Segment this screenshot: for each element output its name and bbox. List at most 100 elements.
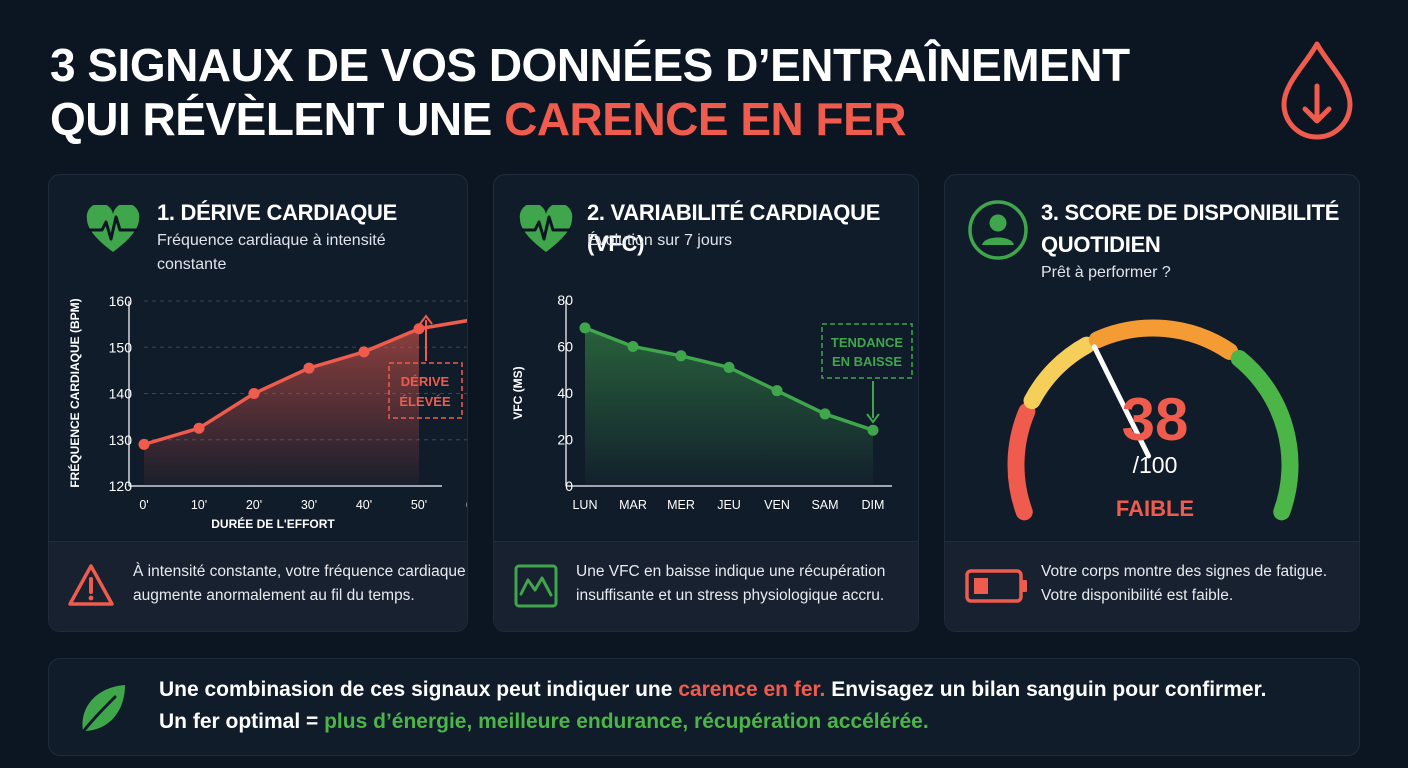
gauge-segment-orange [1088,319,1239,360]
data-point [723,361,735,373]
x-tick-label: 40' [356,498,372,512]
card-cardiac-drift: 1. DÉRIVE CARDIAQUE Fréquence cardiaque … [48,174,468,632]
y-tick-label: 0 [565,478,573,494]
conclusion-line1-suffix: Envisagez un bilan sanguin pour confirme… [825,678,1267,701]
area-fill [585,327,873,486]
footer-line1: Une VFC en baisse indique une récupérati… [576,563,886,580]
footer-line2: Votre disponibilité est faible. [1041,587,1234,604]
y-tick-label: 60 [557,339,573,355]
readiness-gauge: 38 /100 FAIBLE [1007,319,1299,521]
annotation-line1: TENDANCE [831,335,904,350]
gauge-needle [1091,344,1152,459]
data-point [303,362,315,374]
blood-drop-down-arrow-icon [1281,41,1353,140]
card-subtitle-line1: Prêt à performer ? [1041,264,1171,281]
card-footer: Une VFC en baisse indique une récupérati… [494,541,918,631]
annotation-arrowhead [419,314,433,325]
x-tick-label: 20' [246,498,262,512]
card-subtitle-line2: constante [157,256,227,273]
data-point [579,322,591,334]
conclusion-line2-accent: plus d’énergie, meilleure endurance, réc… [324,710,929,733]
area-fill [144,328,419,486]
x-tick-label: JEU [717,498,741,512]
card-title-line2: QUOTIDIEN [1041,232,1161,257]
trend-down-chart-icon [514,564,558,608]
footer-line2: augmente anormalement au fil du temps. [133,587,415,604]
gauge-label: FAIBLE [1116,496,1194,521]
x-tick-label: LUN [572,498,597,512]
annotation-box [388,362,463,419]
hrv-chart: 0 20 40 60 80 LUN MAR MER JEU VEN SAM DIM VFC (MS)… [511,292,913,512]
conclusion-line2-prefix: Un fer optimal = [159,710,325,733]
conclusion-line1-prefix: Une combinasion de ces signaux peut indi… [159,678,679,701]
x-tick-label: 60' [466,498,468,512]
conclusion-text: Une combinasion de ces signaux peut indi… [159,674,1266,738]
data-point [771,385,783,397]
gauge-segment-green [1230,350,1299,521]
card-title: 2. VARIABILITÉ CARDIAQUE (VFC) [587,200,881,256]
conclusion-line1: Une combinasion de ces signaux peut indi… [159,674,1266,706]
data-point [867,424,879,436]
data-point [138,438,150,450]
data-point [413,323,425,335]
y-tick-label: 160 [109,293,133,309]
x-tick-label: 0' [139,498,148,512]
card-title: 1. DÉRIVE CARDIAQUE [157,200,398,225]
gauge-segment-yellow [1023,336,1096,410]
low-battery-icon [965,569,1027,603]
data-point [675,350,687,362]
heart-ecg-icon [519,205,573,252]
data-point [819,408,831,420]
leaf-icon [77,685,125,739]
data-point [358,346,370,358]
footer-line1: À intensité constante, votre fréquence c… [133,563,466,580]
card-title-line1: 3. SCORE DE DISPONIBILITÉ [1041,200,1340,225]
gauge-value: 38 [1122,386,1189,453]
conclusion-line2: Un fer optimal = plus d’énergie, meilleu… [159,706,1266,738]
x-axis-label: DURÉE DE L'EFFORT [211,516,335,531]
page-title-accent: CARENCE EN FER [504,93,907,145]
page-title: 3 SIGNAUX DE VOS DONNÉES D’ENTRAÎNEMENT … [50,38,1130,146]
user-circle-icon [968,200,1028,260]
y-tick-label: 80 [557,292,573,308]
x-tick-label: SAM [811,498,838,512]
card-footer: À intensité constante, votre fréquence c… [49,541,467,631]
x-tick-label: MER [667,498,695,512]
y-tick-label: 150 [109,339,133,355]
card-subtitle-line1: Fréquence cardiaque à intensité [157,232,386,249]
y-axis-label: VFC (MS) [511,366,525,419]
annotation-line2: EN BAISSE [832,354,902,369]
gauge-max: /100 [1133,452,1178,478]
annotation-line1: DÉRIVE [401,374,450,389]
footer-line2: insuffisante et un stress physiologique … [576,587,885,604]
x-tick-label: 30' [301,498,317,512]
annotation-box [821,323,913,379]
annotation-arrowhead [866,413,880,424]
warning-triangle-icon [68,564,114,606]
page-title-line2: QUI RÉVÈLENT UNE CARENCE EN FER [50,92,1130,146]
x-tick-label: MAR [619,498,647,512]
data-point [248,388,260,399]
y-tick-label: 130 [109,432,133,448]
y-tick-label: 140 [109,386,133,402]
annotation-line2: ÉLEVÉE [399,394,451,409]
data-point [193,422,205,434]
cardiac-drift-chart: 120 130 140 150 160 0' 10' 20' 30' 40' 50' 60' FRÉ… [67,293,468,531]
card-footer: Votre corps montre des signes de fatigue… [945,541,1359,631]
y-axis-label: FRÉQUENCE CARDIAQUE (BPM) [67,298,82,487]
x-tick-label: 50' [411,498,427,512]
y-tick-label: 20 [557,432,573,448]
heart-ecg-icon [86,205,140,252]
x-tick-label: 10' [191,498,207,512]
x-tick-label: DIM [862,498,885,512]
conclusion-banner: Une combinasion de ces signaux peut indi… [48,658,1360,756]
gauge-segment-red [1007,402,1036,521]
page-title-line2-prefix: QUI RÉVÈLENT UNE [50,93,505,145]
y-tick-label: 120 [109,478,133,494]
page-title-line1: 3 SIGNAUX DE VOS DONNÉES D’ENTRAÎNEMENT [50,39,1130,91]
card-readiness-score: 3. SCORE DE DISPONIBILITÉ QUOTIDIEN Prêt… [944,174,1360,632]
card-hrv: 2. VARIABILITÉ CARDIAQUE (VFC) Évolution… [493,174,919,632]
data-point [627,341,639,352]
x-tick-label: VEN [764,498,790,512]
y-tick-label: 40 [557,385,573,401]
